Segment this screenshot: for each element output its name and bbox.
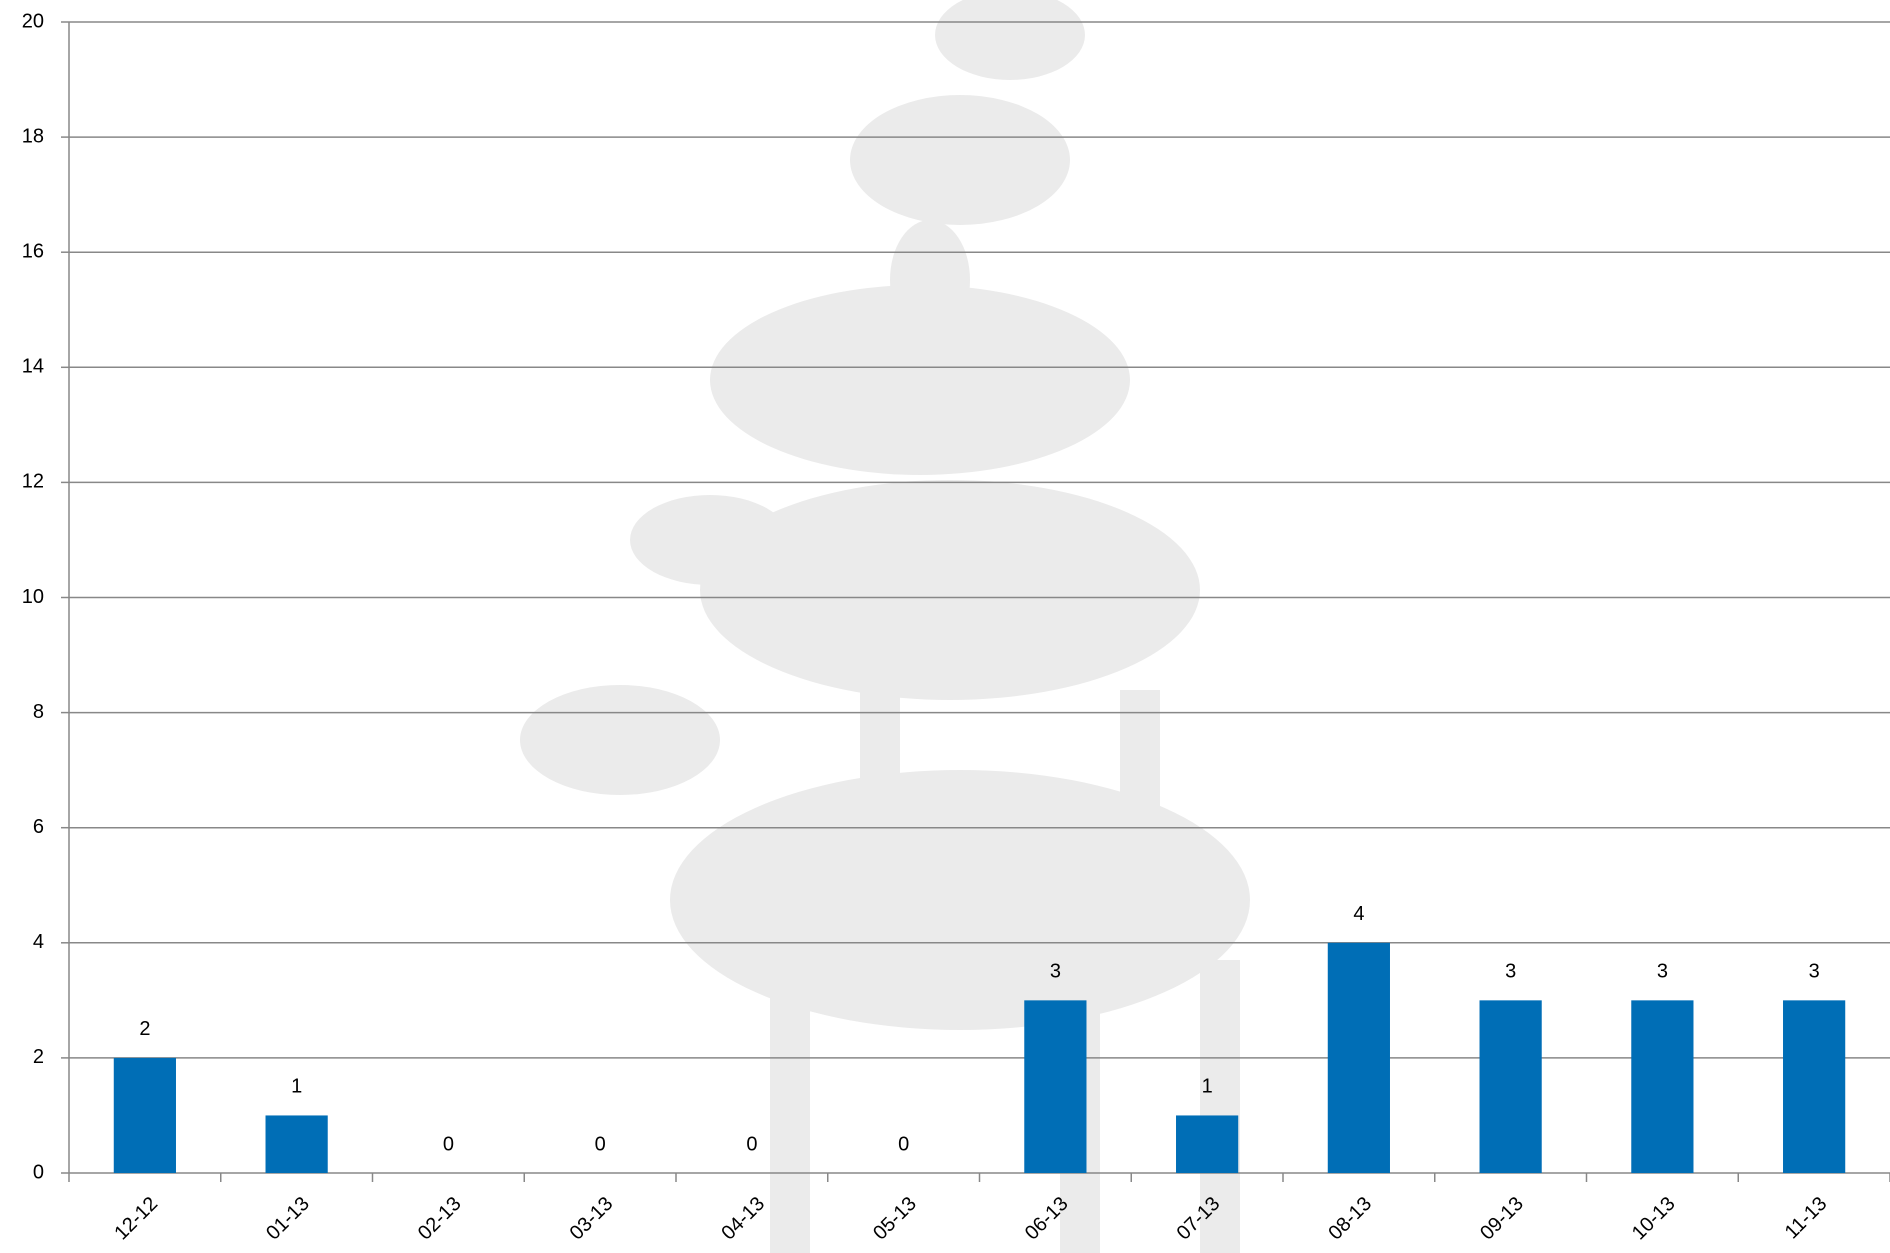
value-label: 0	[595, 1133, 606, 1155]
x-tick-label: 02-13	[414, 1193, 466, 1245]
y-tick-label: 4	[33, 931, 44, 953]
value-label: 3	[1505, 961, 1516, 983]
x-tick-label: 08-13	[1324, 1193, 1376, 1245]
y-tick-label: 6	[33, 816, 44, 838]
x-tick-label: 03-13	[566, 1193, 618, 1245]
y-tick-label: 14	[22, 356, 44, 378]
y-tick-label: 8	[33, 701, 44, 723]
bar	[1631, 1000, 1694, 1173]
value-label: 0	[443, 1133, 454, 1155]
x-tick-label: 10-13	[1628, 1193, 1680, 1245]
value-label: 3	[1050, 961, 1061, 983]
x-tick-label: 01-13	[262, 1193, 314, 1245]
value-label: 3	[1657, 961, 1668, 983]
y-tick-label: 2	[33, 1046, 44, 1068]
value-label: 0	[746, 1133, 757, 1155]
y-tick-label: 12	[22, 471, 44, 493]
x-tick-label: 05-13	[869, 1193, 921, 1245]
bar	[1783, 1000, 1846, 1173]
y-tick-label: 10	[22, 586, 44, 608]
x-tick-label: 09-13	[1476, 1193, 1528, 1245]
y-tick-label: 18	[22, 125, 44, 147]
bar	[1327, 942, 1390, 1173]
value-label: 1	[291, 1076, 302, 1098]
y-tick-label: 0	[33, 1161, 44, 1183]
background-watermark	[520, 0, 1250, 1253]
x-tick-label: 12-12	[110, 1193, 162, 1245]
bar	[1479, 1000, 1542, 1173]
value-label: 3	[1809, 961, 1820, 983]
value-label: 0	[898, 1133, 909, 1155]
x-tick-label: 04-13	[717, 1193, 769, 1245]
y-tick-label: 20	[22, 10, 44, 32]
value-label: 2	[139, 1018, 150, 1040]
bar	[265, 1115, 328, 1173]
bar	[1024, 1000, 1087, 1173]
bar	[1176, 1115, 1239, 1173]
x-tick-label: 11-13	[1781, 1193, 1832, 1244]
value-label: 4	[1353, 903, 1364, 925]
bar	[113, 1057, 176, 1173]
value-label: 1	[1202, 1076, 1213, 1098]
y-tick-label: 16	[22, 240, 44, 262]
